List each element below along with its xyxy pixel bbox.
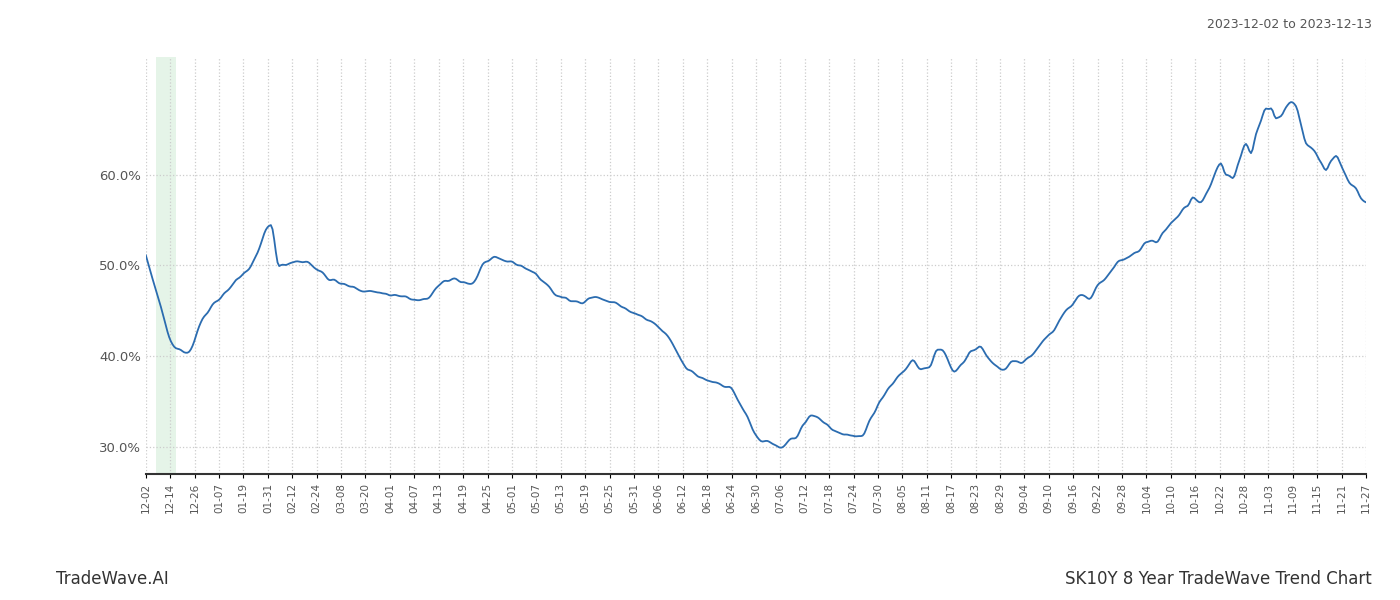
- Bar: [155, 57, 176, 474]
- Text: SK10Y 8 Year TradeWave Trend Chart: SK10Y 8 Year TradeWave Trend Chart: [1065, 570, 1372, 588]
- Text: 2023-12-02 to 2023-12-13: 2023-12-02 to 2023-12-13: [1207, 18, 1372, 31]
- Text: TradeWave.AI: TradeWave.AI: [56, 570, 169, 588]
